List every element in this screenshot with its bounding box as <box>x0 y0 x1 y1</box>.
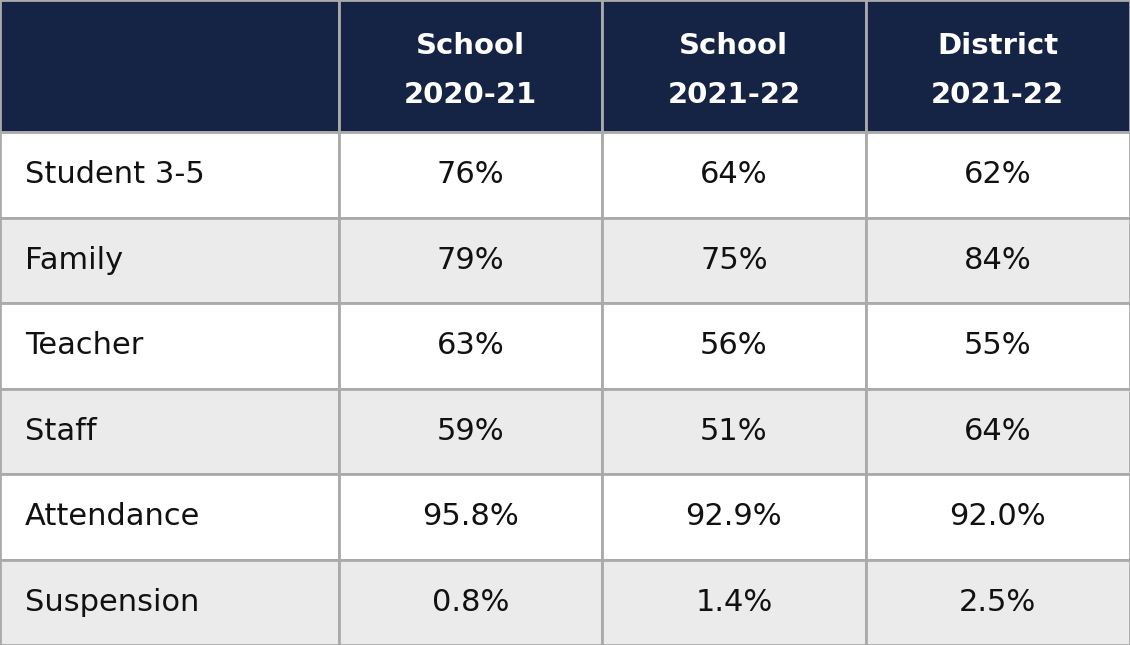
Text: School: School <box>679 32 789 60</box>
Bar <box>339 474 602 560</box>
Text: 2020-21: 2020-21 <box>405 81 537 109</box>
Bar <box>602 474 866 560</box>
Bar <box>339 388 602 474</box>
Bar <box>339 217 602 303</box>
Bar <box>602 217 866 303</box>
Text: Family: Family <box>25 246 123 275</box>
Text: 56%: 56% <box>701 332 767 361</box>
Text: Suspension: Suspension <box>25 588 199 617</box>
Bar <box>602 388 866 474</box>
Bar <box>0 217 339 303</box>
Text: 62%: 62% <box>964 161 1032 190</box>
Text: 2021-22: 2021-22 <box>668 81 800 109</box>
Bar <box>602 559 866 645</box>
Text: 51%: 51% <box>701 417 767 446</box>
Bar <box>339 303 602 388</box>
Bar <box>0 0 339 132</box>
Bar <box>866 559 1130 645</box>
Bar <box>0 474 339 560</box>
Bar <box>0 559 339 645</box>
Text: 64%: 64% <box>701 161 767 190</box>
Text: 79%: 79% <box>437 246 504 275</box>
Text: 92.0%: 92.0% <box>949 502 1046 531</box>
Text: 95.8%: 95.8% <box>423 502 519 531</box>
Text: 2021-22: 2021-22 <box>931 81 1064 109</box>
Bar <box>339 0 602 132</box>
Text: Teacher: Teacher <box>25 332 144 361</box>
Text: 55%: 55% <box>964 332 1032 361</box>
Text: 59%: 59% <box>437 417 504 446</box>
Text: Attendance: Attendance <box>25 502 200 531</box>
Text: 64%: 64% <box>964 417 1032 446</box>
Text: 92.9%: 92.9% <box>686 502 782 531</box>
Text: 1.4%: 1.4% <box>695 588 773 617</box>
Bar <box>0 388 339 474</box>
Text: 2.5%: 2.5% <box>959 588 1036 617</box>
Text: 63%: 63% <box>437 332 504 361</box>
Bar <box>0 303 339 388</box>
Bar <box>0 132 339 217</box>
Text: 75%: 75% <box>701 246 767 275</box>
Bar <box>866 474 1130 560</box>
Bar <box>866 217 1130 303</box>
Bar <box>339 132 602 217</box>
Bar <box>866 132 1130 217</box>
Bar <box>866 0 1130 132</box>
Bar <box>602 0 866 132</box>
Text: 84%: 84% <box>964 246 1032 275</box>
Text: 0.8%: 0.8% <box>432 588 510 617</box>
Bar <box>602 132 866 217</box>
Text: 76%: 76% <box>437 161 504 190</box>
Text: Student 3-5: Student 3-5 <box>25 161 205 190</box>
Bar <box>602 303 866 388</box>
Bar <box>339 559 602 645</box>
Bar <box>866 303 1130 388</box>
Text: School: School <box>416 32 525 60</box>
Bar <box>866 388 1130 474</box>
Text: District: District <box>937 32 1059 60</box>
Text: Staff: Staff <box>25 417 96 446</box>
